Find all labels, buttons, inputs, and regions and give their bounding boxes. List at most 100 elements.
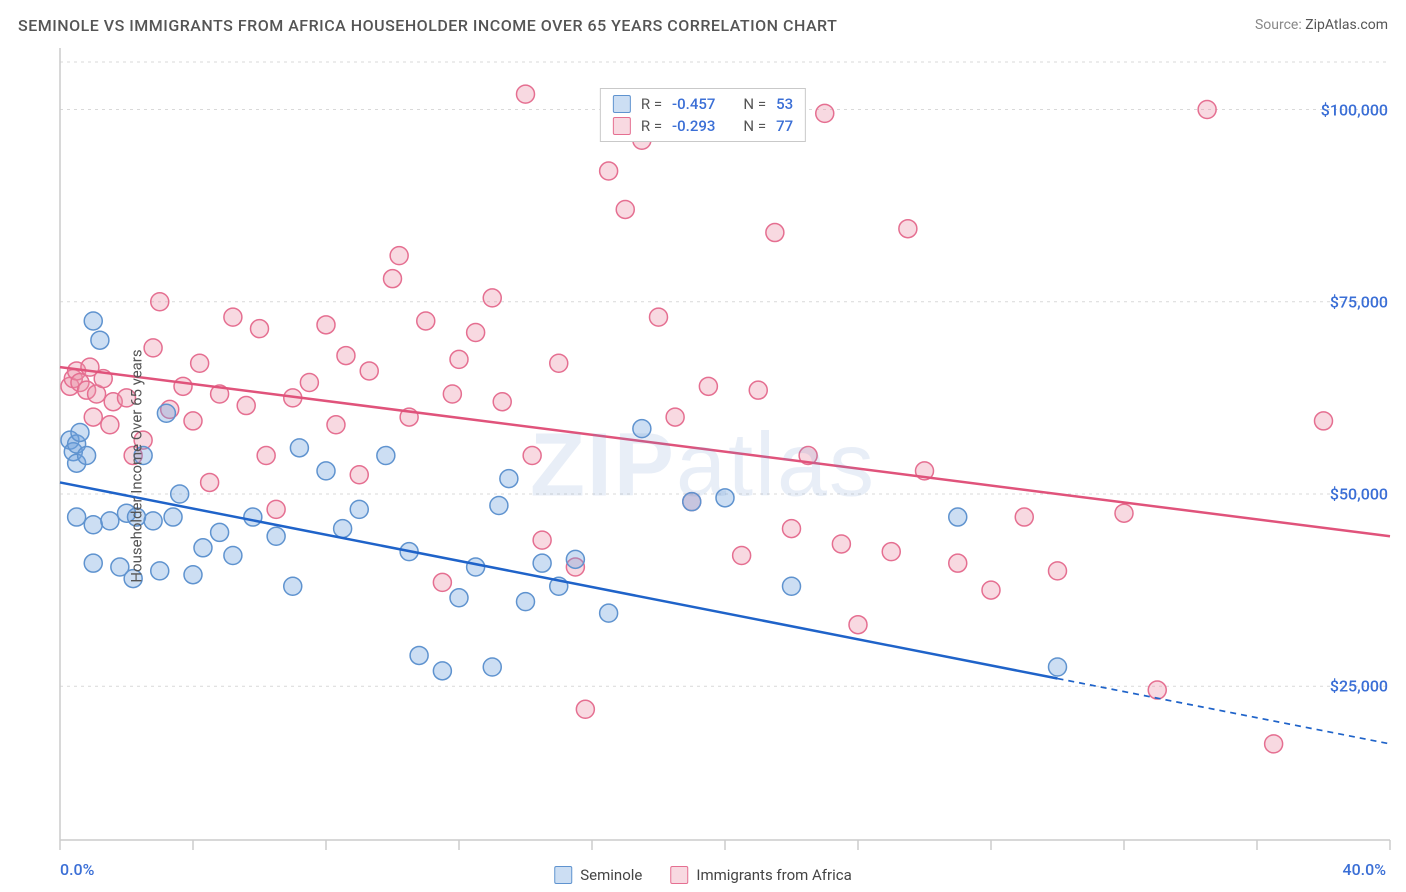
data-point bbox=[71, 423, 89, 441]
series-legend: Seminole Immigrants from Africa bbox=[554, 866, 852, 884]
y-tick-label: $50,000 bbox=[1330, 484, 1388, 503]
source-credit: Source: ZipAtlas.com bbox=[1255, 17, 1388, 33]
data-point bbox=[899, 220, 917, 238]
data-point bbox=[650, 308, 668, 326]
data-point bbox=[443, 385, 461, 403]
data-point bbox=[483, 289, 501, 307]
chart-area: Householder Income Over 65 years ZIPatla… bbox=[0, 40, 1406, 892]
source-label: Source: bbox=[1255, 17, 1302, 33]
stats-n-value: 53 bbox=[776, 95, 793, 113]
data-point bbox=[184, 412, 202, 430]
data-point bbox=[157, 404, 175, 422]
data-point bbox=[467, 558, 485, 576]
data-point bbox=[517, 593, 535, 611]
data-point bbox=[257, 447, 275, 465]
stats-n-label: N = bbox=[743, 95, 766, 113]
data-point bbox=[144, 339, 162, 357]
data-point bbox=[1198, 101, 1216, 119]
data-point bbox=[290, 439, 308, 457]
x-axis-min: 0.0% bbox=[60, 860, 94, 879]
data-point bbox=[600, 162, 618, 180]
data-point bbox=[493, 393, 511, 411]
data-point bbox=[1049, 658, 1067, 676]
data-point bbox=[237, 397, 255, 415]
stats-n-value: 77 bbox=[776, 117, 793, 135]
correlation-stats-box: R = -0.457 N = 53R = -0.293 N = 77 bbox=[600, 88, 806, 142]
stats-r-value: -0.293 bbox=[672, 117, 715, 135]
data-point bbox=[350, 466, 368, 484]
legend-swatch-africa bbox=[670, 866, 688, 884]
legend-item-africa: Immigrants from Africa bbox=[670, 866, 851, 884]
data-point bbox=[151, 562, 169, 580]
data-point bbox=[201, 473, 219, 491]
data-point bbox=[1148, 681, 1166, 699]
data-point bbox=[417, 312, 435, 330]
data-point bbox=[390, 247, 408, 265]
data-point bbox=[191, 354, 209, 372]
data-point bbox=[483, 658, 501, 676]
data-point bbox=[832, 535, 850, 553]
data-point bbox=[144, 512, 162, 530]
data-point bbox=[267, 527, 285, 545]
data-point bbox=[91, 331, 109, 349]
data-point bbox=[450, 589, 468, 607]
data-point bbox=[337, 347, 355, 365]
data-point bbox=[384, 270, 402, 288]
data-point bbox=[84, 312, 102, 330]
stats-r-value: -0.457 bbox=[672, 95, 715, 113]
data-point bbox=[716, 489, 734, 507]
data-point bbox=[949, 554, 967, 572]
data-point bbox=[517, 85, 535, 103]
data-point bbox=[78, 447, 96, 465]
data-point bbox=[733, 546, 751, 564]
data-point bbox=[211, 523, 229, 541]
data-point bbox=[600, 604, 618, 622]
data-point bbox=[410, 646, 428, 664]
data-point bbox=[749, 381, 767, 399]
data-point bbox=[317, 316, 335, 334]
data-point bbox=[783, 577, 801, 595]
data-point bbox=[84, 408, 102, 426]
data-point bbox=[666, 408, 684, 426]
data-point bbox=[164, 508, 182, 526]
data-point bbox=[500, 470, 518, 488]
data-point bbox=[251, 320, 269, 338]
y-axis-label: Householder Income Over 65 years bbox=[128, 349, 146, 582]
stats-row: R = -0.457 N = 53 bbox=[613, 93, 793, 115]
scatter-chart-svg bbox=[0, 40, 1406, 892]
data-point bbox=[816, 104, 834, 122]
stats-swatch bbox=[613, 95, 631, 113]
stats-swatch bbox=[613, 117, 631, 135]
data-point bbox=[949, 508, 967, 526]
data-point bbox=[699, 377, 717, 395]
source-value: ZipAtlas.com bbox=[1305, 17, 1388, 33]
data-point bbox=[224, 308, 242, 326]
stats-r-label: R = bbox=[641, 95, 662, 113]
data-point bbox=[284, 577, 302, 595]
data-point bbox=[433, 662, 451, 680]
stats-row: R =-0.293N =77 bbox=[613, 115, 793, 137]
y-tick-label: $75,000 bbox=[1330, 292, 1388, 311]
data-point bbox=[151, 293, 169, 311]
data-point bbox=[184, 566, 202, 584]
data-point bbox=[633, 420, 651, 438]
data-point bbox=[576, 700, 594, 718]
data-point bbox=[377, 447, 395, 465]
data-point bbox=[171, 485, 189, 503]
legend-item-seminole: Seminole bbox=[554, 866, 642, 884]
data-point bbox=[350, 500, 368, 518]
data-point bbox=[533, 554, 551, 572]
stats-n-label: N = bbox=[743, 117, 766, 135]
y-tick-label: $25,000 bbox=[1330, 677, 1388, 696]
data-point bbox=[533, 531, 551, 549]
x-axis-max: 40.0% bbox=[1342, 860, 1386, 879]
data-point bbox=[360, 362, 378, 380]
data-point bbox=[317, 462, 335, 480]
data-point bbox=[433, 573, 451, 591]
data-point bbox=[244, 508, 262, 526]
data-point bbox=[300, 373, 318, 391]
data-point bbox=[523, 447, 541, 465]
data-point bbox=[1315, 412, 1333, 430]
data-point bbox=[174, 377, 192, 395]
data-point bbox=[101, 512, 119, 530]
